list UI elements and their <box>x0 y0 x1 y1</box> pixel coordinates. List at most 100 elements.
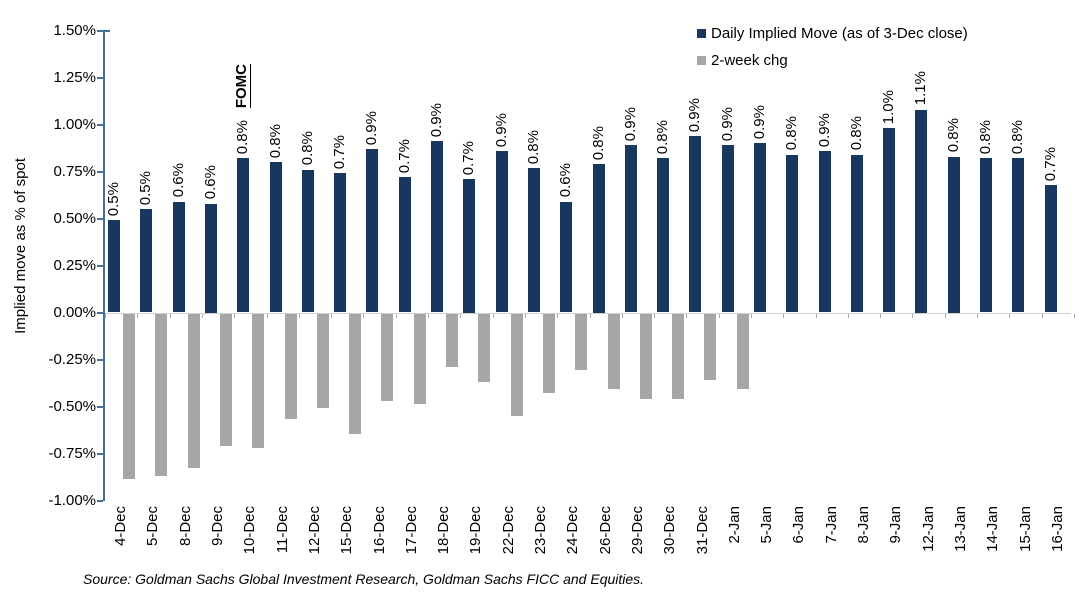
bar-two-week-chg <box>220 314 232 446</box>
x-axis-tick-icon <box>686 314 687 318</box>
bar-two-week-chg <box>285 314 297 420</box>
bar-implied-move <box>851 154 863 313</box>
bar-implied-move <box>948 156 960 313</box>
x-date-label: 10-Dec <box>241 506 258 555</box>
bar-implied-move <box>334 173 346 313</box>
bar-value-label: 0.7% <box>460 140 477 175</box>
x-axis-tick-icon <box>783 314 784 318</box>
bar-value-label: 0.8% <box>783 116 800 151</box>
x-axis-tick-icon <box>977 314 978 318</box>
bar-value-label: 0.5% <box>105 182 122 217</box>
bar-implied-move <box>173 201 185 313</box>
bar-implied-move <box>722 145 734 313</box>
y-axis-tick-icon <box>97 29 103 32</box>
y-axis-tick-icon <box>97 76 103 79</box>
bar-two-week-chg <box>349 314 361 435</box>
bar-value-label: 0.8% <box>977 120 994 155</box>
bar-implied-move <box>205 203 217 313</box>
bar-value-label: 0.8% <box>945 118 962 153</box>
bar-value-label: 0.9% <box>686 97 703 132</box>
y-tick-label: -0.50% <box>48 397 96 415</box>
source-note: Source: Goldman Sachs Global Investment … <box>83 571 645 587</box>
y-tick-label: -0.75% <box>48 444 96 462</box>
bar-value-label: 1.1% <box>912 71 929 106</box>
bar-two-week-chg <box>737 314 749 390</box>
bar-implied-move <box>302 169 314 313</box>
x-date-label: 9-Jan <box>887 506 904 544</box>
y-tick-label: 1.50% <box>53 21 96 39</box>
bar-implied-move <box>915 109 927 313</box>
y-axis-line <box>103 30 105 501</box>
x-axis-tick-icon <box>1042 314 1043 318</box>
bar-two-week-chg <box>414 314 426 405</box>
y-tick-label: 1.00% <box>53 115 96 133</box>
bar-value-label: 0.9% <box>363 110 380 145</box>
x-date-label: 14-Jan <box>984 506 1001 552</box>
legend-swatch-two-week-chg-icon <box>697 56 706 65</box>
x-axis-tick-icon <box>105 314 106 318</box>
bar-value-label: 0.8% <box>525 129 542 164</box>
y-tick-label: 0.50% <box>53 209 96 227</box>
x-date-label: 12-Dec <box>306 506 323 555</box>
y-axis-tick-icon <box>97 264 103 267</box>
bar-implied-move <box>754 143 766 313</box>
x-date-label: 17-Dec <box>403 506 420 555</box>
bar-implied-move <box>786 154 798 313</box>
x-date-label: 4-Dec <box>112 506 129 547</box>
x-axis-tick-icon <box>719 314 720 318</box>
y-axis-tick-icon <box>97 452 103 455</box>
y-tick-label: -1.00% <box>48 491 96 509</box>
bar-value-label: 0.9% <box>622 107 639 142</box>
bar-value-label: 0.9% <box>493 112 510 147</box>
x-date-label: 7-Jan <box>823 506 840 544</box>
bar-value-label: 0.6% <box>202 165 219 200</box>
bar-two-week-chg <box>511 314 523 416</box>
bar-value-label: 0.7% <box>1042 146 1059 181</box>
legend-item-implied-move: Daily Implied Move (as of 3-Dec close) <box>697 20 968 47</box>
y-tick-label: 0.00% <box>53 303 96 321</box>
x-date-label: 8-Dec <box>177 506 194 547</box>
x-axis-tick-icon <box>299 314 300 318</box>
x-axis-tick-icon <box>493 314 494 318</box>
x-axis-tick-icon <box>880 314 881 318</box>
x-axis-tick-icon <box>557 314 558 318</box>
y-axis-tick-icon <box>97 499 103 502</box>
x-date-label: 12-Jan <box>920 506 937 552</box>
x-axis-tick-icon <box>267 314 268 318</box>
x-date-label: 11-Dec <box>274 506 291 554</box>
y-axis-tick-icon <box>97 358 103 361</box>
x-date-label: 9-Dec <box>209 506 226 547</box>
y-axis-tick-icon <box>97 405 103 408</box>
bar-two-week-chg <box>704 314 716 380</box>
y-tick-label: 1.25% <box>53 68 96 86</box>
x-axis-tick-icon <box>331 314 332 318</box>
x-date-label: 6-Jan <box>790 506 807 544</box>
x-date-label: 22-Dec <box>500 506 517 555</box>
bar-value-label: 0.9% <box>816 112 833 147</box>
x-date-label: 15-Dec <box>338 506 355 555</box>
bar-implied-move <box>819 150 831 313</box>
x-date-label: 16-Dec <box>371 506 388 555</box>
bar-implied-move <box>883 128 895 313</box>
x-date-label: 23-Dec <box>532 506 549 555</box>
fomc-annotation: FOMC <box>233 64 250 109</box>
bar-two-week-chg <box>543 314 555 393</box>
bar-implied-move <box>237 158 249 313</box>
x-date-label: 24-Dec <box>564 506 581 555</box>
x-axis-tick-icon <box>363 314 364 318</box>
x-date-label: 13-Jan <box>952 506 969 552</box>
x-date-label: 31-Dec <box>694 506 711 555</box>
bar-value-label: 0.5% <box>137 170 154 206</box>
x-date-label: 5-Dec <box>144 506 161 547</box>
y-axis-tick-icon <box>97 170 103 173</box>
x-axis-tick-icon <box>234 314 235 318</box>
bar-implied-move <box>593 164 605 313</box>
x-axis-tick-icon <box>816 314 817 318</box>
x-date-label: 19-Dec <box>467 506 484 555</box>
bar-implied-move <box>560 201 572 313</box>
x-date-label: 26-Dec <box>597 506 614 555</box>
bar-two-week-chg <box>608 314 620 390</box>
bar-implied-move <box>366 148 378 313</box>
x-axis-tick-icon <box>912 314 913 318</box>
